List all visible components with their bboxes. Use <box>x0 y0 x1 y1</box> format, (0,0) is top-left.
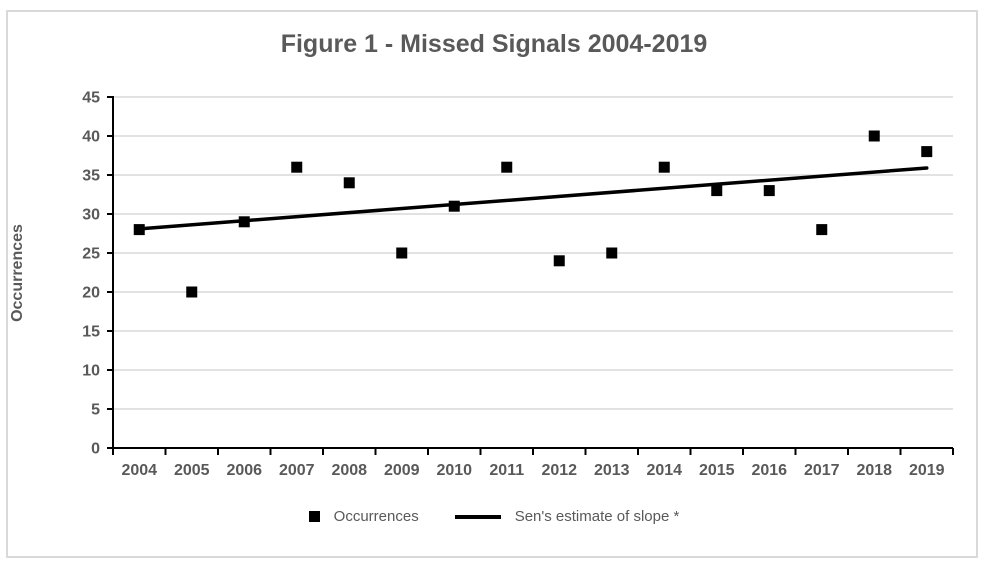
data-point-2006 <box>238 216 250 228</box>
data-point-2018 <box>868 130 880 142</box>
data-point-2009 <box>396 247 408 259</box>
y-tick-label-25: 25 <box>82 246 100 263</box>
x-tick-label-2013: 2013 <box>594 462 630 479</box>
y-tick-label-30: 30 <box>82 207 100 224</box>
y-tick-label-0: 0 <box>91 441 100 458</box>
x-tick-label-2011: 2011 <box>489 462 524 479</box>
y-tick-label-45: 45 <box>82 90 100 107</box>
data-point-2013 <box>606 247 618 259</box>
data-point-2016 <box>763 185 775 197</box>
data-point-2019 <box>921 146 933 158</box>
legend-label-occurrences: Occurrences <box>333 508 419 525</box>
x-tick-label-2017: 2017 <box>804 462 840 479</box>
y-tick-label-15: 15 <box>82 324 100 341</box>
y-tick-label-35: 35 <box>82 168 100 185</box>
data-point-2011 <box>501 161 513 173</box>
data-point-2015 <box>711 185 723 197</box>
trend-line <box>137 166 929 231</box>
square-marker-icon <box>308 511 320 522</box>
y-tick-label-20: 20 <box>82 285 100 302</box>
data-point-2010 <box>448 200 460 212</box>
trend-line-icon <box>454 514 501 519</box>
legend-item-occurrences: Occurrences <box>308 508 419 525</box>
x-tick-label-2006: 2006 <box>226 462 262 479</box>
y-tick-label-10: 10 <box>82 363 100 380</box>
legend: Occurrences Sen's estimate of slope * <box>0 508 988 525</box>
x-tick-label-2018: 2018 <box>856 462 892 479</box>
y-tick-label-40: 40 <box>82 129 100 146</box>
x-tick-label-2008: 2008 <box>331 462 367 479</box>
y-tick-label-5: 5 <box>91 402 100 419</box>
x-tick-label-2012: 2012 <box>541 462 577 479</box>
chart-title: Figure 1 - Missed Signals 2004-2019 <box>280 30 708 58</box>
x-tick-label-2009: 2009 <box>384 462 420 479</box>
legend-label-trend: Sen's estimate of slope * <box>514 508 680 525</box>
data-point-2007 <box>291 161 303 173</box>
chart-border <box>6 10 978 558</box>
data-point-2004 <box>133 224 145 236</box>
data-point-2017 <box>816 224 828 236</box>
legend-item-trend: Sen's estimate of slope * <box>454 508 680 525</box>
x-tick-label-2014: 2014 <box>646 462 682 479</box>
data-point-2012 <box>553 255 565 267</box>
x-tick-label-2004: 2004 <box>121 462 157 479</box>
x-tick-label-2015: 2015 <box>699 462 735 479</box>
x-tick-label-2019: 2019 <box>909 462 945 479</box>
x-tick-label-2016: 2016 <box>751 462 787 479</box>
data-point-2014 <box>658 161 670 173</box>
x-tick-label-2005: 2005 <box>174 462 210 479</box>
data-point-2008 <box>343 177 355 189</box>
data-point-2005 <box>186 286 198 298</box>
x-tick-label-2010: 2010 <box>436 462 472 479</box>
x-tick-label-2007: 2007 <box>279 462 315 479</box>
